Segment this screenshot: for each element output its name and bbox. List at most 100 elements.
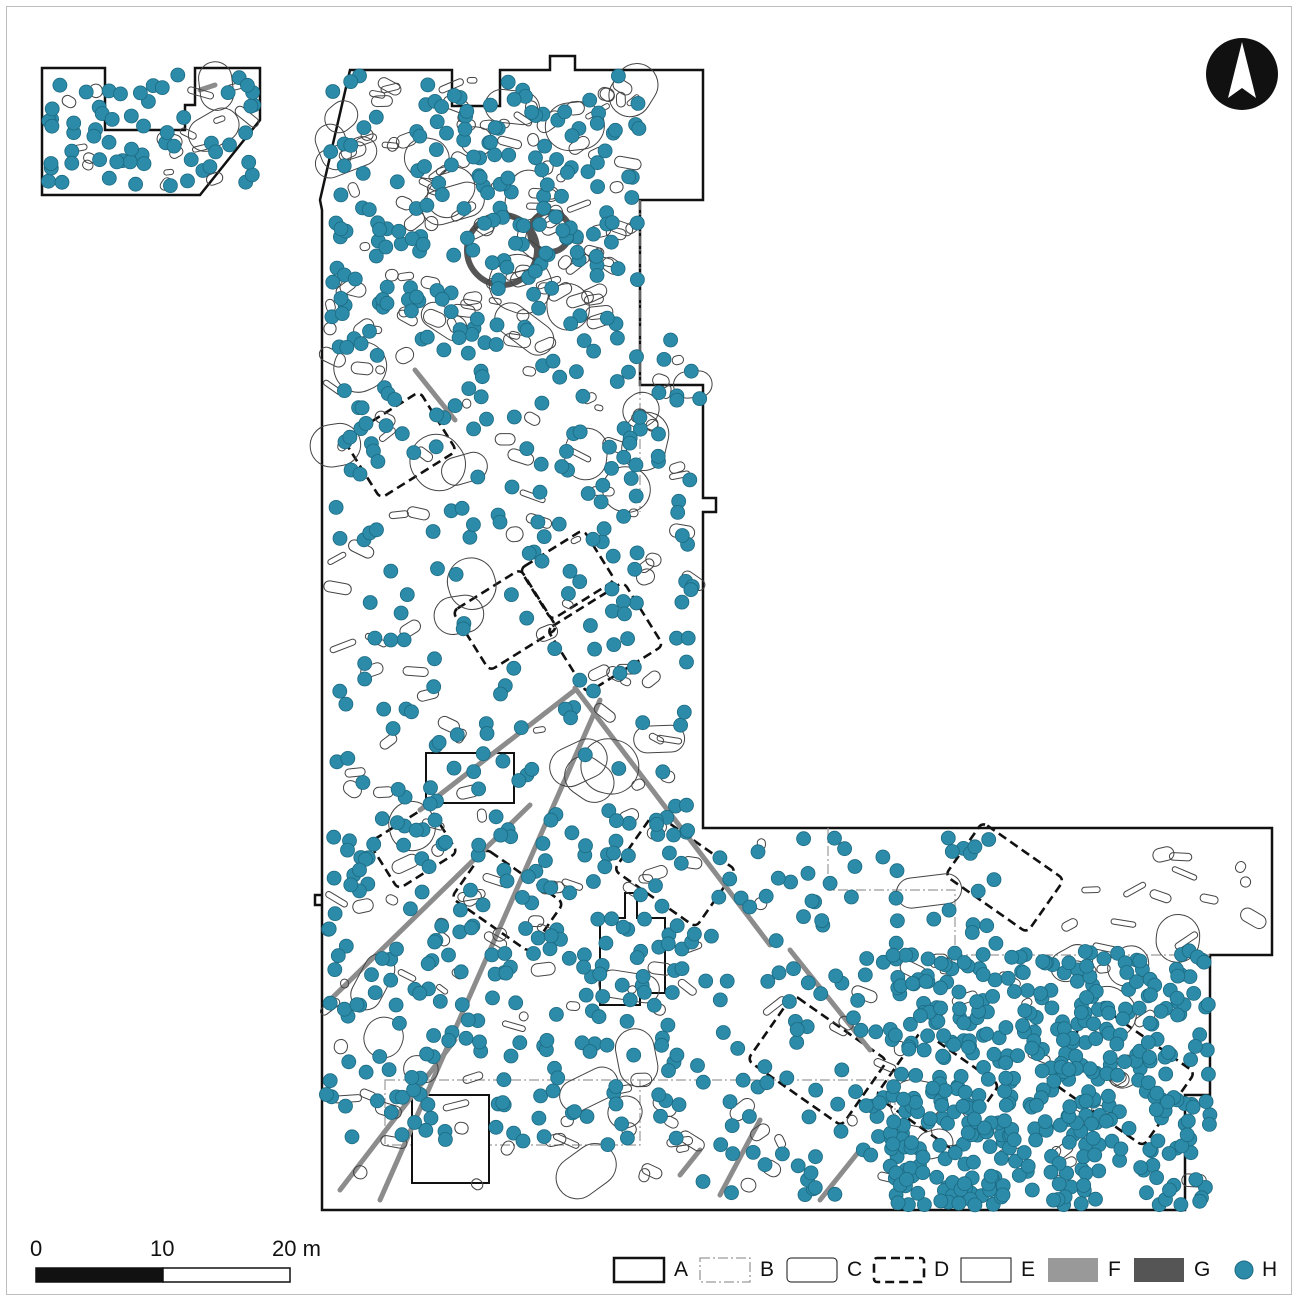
find-point	[532, 217, 547, 232]
find-point	[998, 1070, 1014, 1086]
find-point	[488, 1119, 504, 1135]
find-point	[430, 561, 445, 577]
find-point	[419, 1046, 435, 1062]
find-point	[597, 143, 613, 159]
find-point	[355, 775, 371, 790]
find-point	[417, 159, 432, 174]
find-point	[629, 595, 644, 611]
feature-outline	[375, 365, 386, 375]
find-point	[1069, 973, 1085, 989]
find-point	[472, 1034, 487, 1050]
legend-swatch-g	[1134, 1258, 1184, 1282]
find-point	[427, 934, 443, 950]
find-point	[463, 882, 478, 898]
find-point	[572, 574, 588, 589]
find-point	[393, 605, 409, 621]
feature-outline	[609, 180, 624, 194]
find-point	[564, 825, 580, 841]
feature-outline	[179, 127, 197, 140]
find-point	[439, 125, 454, 141]
find-point	[995, 1187, 1011, 1203]
feature-outline	[555, 1143, 617, 1200]
find-point	[1073, 1196, 1089, 1212]
find-point	[614, 977, 630, 993]
find-point	[447, 398, 463, 414]
find-point	[490, 281, 506, 297]
feature-outline	[377, 77, 402, 96]
find-point	[1079, 958, 1095, 974]
find-point	[868, 1024, 884, 1040]
find-point	[537, 138, 552, 154]
find-point	[362, 323, 377, 339]
find-point	[635, 969, 651, 984]
find-point	[543, 812, 559, 828]
find-point	[1011, 1168, 1027, 1183]
find-point	[132, 85, 148, 101]
feature-outline	[344, 767, 366, 778]
find-point	[372, 1049, 388, 1064]
find-point	[633, 887, 648, 903]
find-point	[560, 164, 575, 180]
find-point	[154, 80, 170, 95]
find-point	[660, 936, 676, 952]
find-point	[1139, 1185, 1154, 1201]
find-point	[545, 1083, 561, 1099]
find-point	[671, 1097, 687, 1112]
find-point	[941, 902, 957, 918]
find-point	[562, 563, 578, 579]
feature-outline	[740, 1177, 757, 1193]
find-point	[500, 170, 516, 186]
find-point	[966, 1154, 981, 1170]
find-point	[888, 1027, 903, 1043]
find-point	[608, 1096, 624, 1112]
find-point	[637, 911, 652, 927]
find-point	[419, 197, 435, 213]
find-point	[531, 1110, 547, 1126]
feature-outline	[1123, 881, 1147, 898]
find-point	[452, 902, 468, 918]
feature-outline	[187, 86, 214, 100]
find-point	[241, 154, 257, 170]
find-point	[653, 1108, 668, 1124]
find-point	[713, 1137, 729, 1153]
find-point	[997, 1113, 1012, 1129]
find-point	[489, 317, 505, 333]
find-point	[437, 1132, 453, 1147]
find-point	[1161, 1146, 1177, 1161]
find-point	[530, 514, 546, 530]
feature-outline	[350, 361, 374, 376]
find-point	[1145, 1157, 1161, 1173]
find-point	[796, 831, 811, 847]
find-point	[896, 1091, 911, 1107]
find-point	[580, 164, 596, 180]
find-point	[757, 1059, 773, 1075]
find-point	[933, 955, 949, 971]
find-point	[562, 885, 577, 901]
find-point	[936, 1028, 951, 1043]
find-point	[343, 877, 359, 893]
feature-outline	[347, 182, 361, 198]
find-point	[475, 746, 491, 762]
feature-outline	[532, 726, 546, 734]
find-point	[128, 176, 144, 192]
find-point	[722, 1094, 738, 1109]
feature-outline	[570, 535, 582, 545]
feature-outline	[373, 786, 394, 799]
feature-outline	[641, 1163, 663, 1180]
find-point	[554, 188, 569, 204]
find-point	[768, 933, 784, 949]
find-point	[364, 967, 379, 983]
find-point	[1044, 1000, 1060, 1016]
feature-outline	[1239, 876, 1252, 888]
find-point	[327, 962, 343, 977]
find-point	[1096, 951, 1112, 966]
find-point	[608, 1079, 624, 1094]
find-point	[724, 1118, 740, 1133]
find-point	[446, 88, 462, 103]
find-point	[1133, 1160, 1149, 1175]
find-point	[979, 918, 995, 934]
find-point	[493, 827, 509, 843]
find-point	[915, 1165, 931, 1180]
find-point	[538, 853, 553, 869]
find-point	[389, 941, 404, 957]
